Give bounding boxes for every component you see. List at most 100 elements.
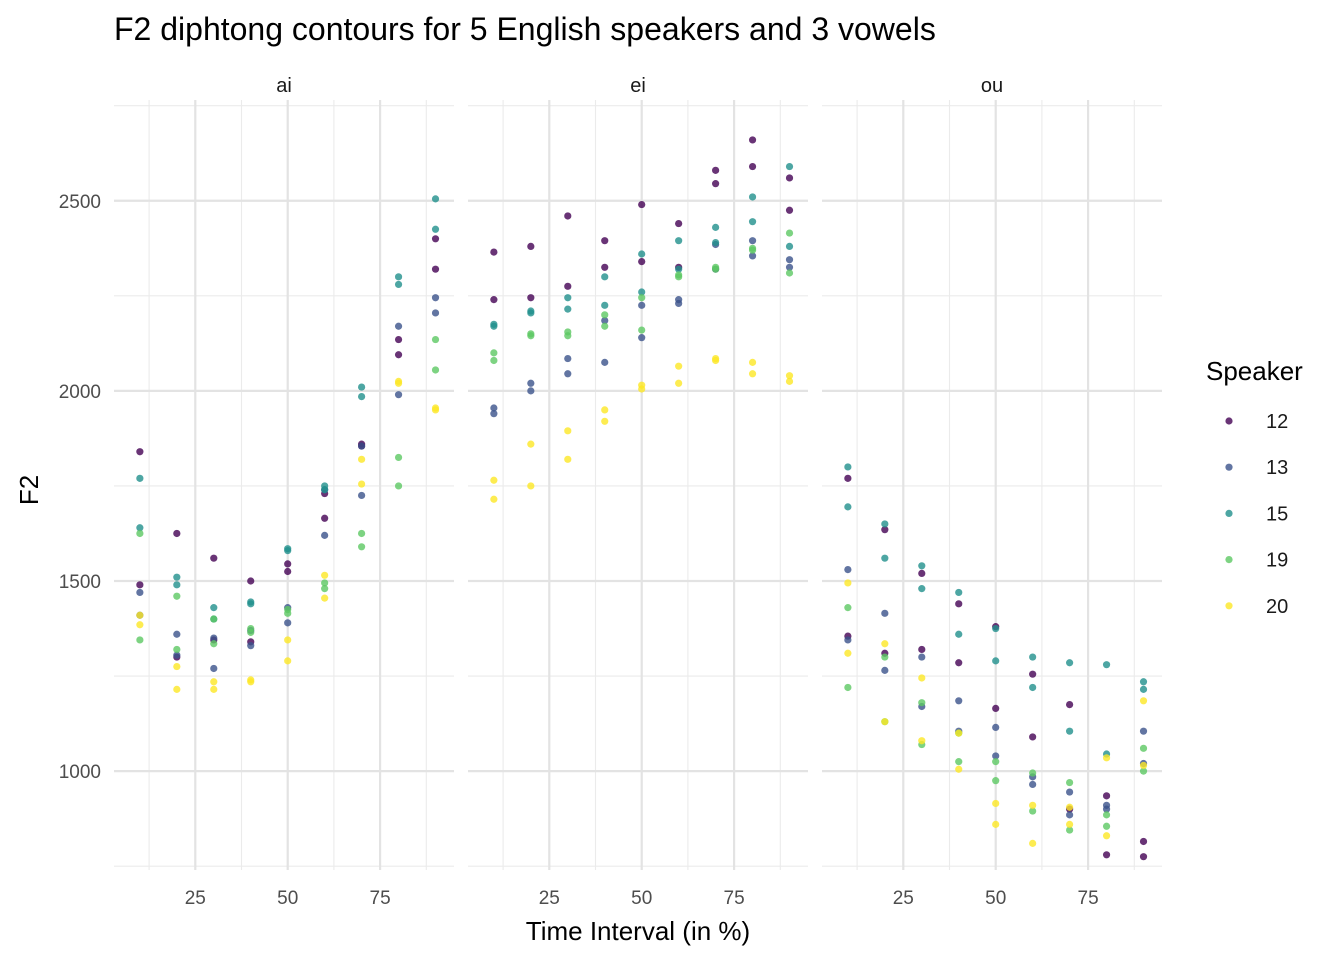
data-point xyxy=(712,238,720,247)
data-point xyxy=(785,174,794,182)
data-point xyxy=(918,645,926,654)
data-point xyxy=(490,404,498,412)
data-point xyxy=(431,265,440,273)
data-point xyxy=(1102,661,1111,669)
legend-label: 12 xyxy=(1266,411,1288,433)
data-point xyxy=(955,630,963,638)
data-point xyxy=(638,250,646,258)
data-point xyxy=(785,242,794,250)
data-point xyxy=(748,252,757,260)
legend-label: 15 xyxy=(1266,503,1288,525)
data-point xyxy=(785,256,794,264)
data-point xyxy=(1066,788,1074,796)
data-point xyxy=(431,225,440,233)
data-point xyxy=(1029,653,1037,661)
data-point xyxy=(394,482,403,490)
series-speaker-20 xyxy=(490,354,794,503)
data-point xyxy=(785,206,794,214)
data-point xyxy=(394,351,403,359)
data-point xyxy=(210,640,218,648)
data-point xyxy=(844,683,852,692)
data-point xyxy=(173,592,181,600)
data-point xyxy=(564,212,572,220)
data-point xyxy=(601,417,609,425)
data-point xyxy=(712,356,720,365)
data-point xyxy=(675,379,683,387)
data-point xyxy=(955,600,963,608)
legend-key xyxy=(1225,417,1233,425)
y-axis-title: F2 xyxy=(14,475,44,505)
data-point xyxy=(844,604,852,612)
x-tick-label: 25 xyxy=(539,888,560,909)
data-point xyxy=(136,636,144,644)
data-point xyxy=(785,162,794,171)
series-speaker-15 xyxy=(490,162,794,330)
data-point xyxy=(564,294,572,302)
data-point xyxy=(992,624,1000,633)
y-tick-label: 2500 xyxy=(59,192,101,213)
data-point xyxy=(1139,853,1148,861)
panel-ai: ai 25 50 75 xyxy=(114,75,454,909)
data-point xyxy=(785,269,794,277)
data-point xyxy=(785,377,794,385)
data-point xyxy=(136,581,144,589)
data-point xyxy=(247,600,255,608)
data-point xyxy=(173,573,181,581)
data-point xyxy=(748,358,757,366)
data-point xyxy=(564,354,572,363)
data-point xyxy=(321,514,329,522)
data-point xyxy=(881,718,889,726)
series-speaker-12 xyxy=(490,136,794,304)
data-point xyxy=(210,615,218,623)
data-point xyxy=(992,704,1000,712)
data-point xyxy=(173,645,181,654)
data-point xyxy=(564,282,572,290)
data-point xyxy=(284,560,292,568)
data-point xyxy=(1139,837,1148,846)
data-point xyxy=(844,649,852,657)
legend-key xyxy=(1225,556,1233,564)
data-point xyxy=(918,653,926,661)
data-point xyxy=(284,567,292,576)
data-point xyxy=(712,265,720,273)
data-point xyxy=(601,316,609,325)
data-point xyxy=(955,588,963,597)
data-point xyxy=(210,604,218,612)
series-speaker-20 xyxy=(136,377,440,693)
data-point xyxy=(564,332,572,340)
data-point xyxy=(527,332,535,340)
data-point xyxy=(431,366,440,374)
data-point xyxy=(431,309,440,317)
data-point xyxy=(1102,851,1111,859)
series-speaker-12 xyxy=(844,474,1148,861)
data-point xyxy=(1139,685,1148,693)
data-point xyxy=(844,636,852,644)
data-point xyxy=(992,657,1000,665)
data-point xyxy=(358,480,366,488)
data-point xyxy=(638,334,646,342)
data-point xyxy=(136,529,144,538)
data-point xyxy=(1029,683,1037,692)
data-point xyxy=(918,585,926,593)
x-tick-label: 25 xyxy=(893,888,914,909)
data-point xyxy=(844,474,852,482)
data-point xyxy=(210,554,218,562)
data-point xyxy=(136,588,144,597)
data-point xyxy=(1066,803,1074,811)
data-point xyxy=(1029,670,1037,678)
data-point xyxy=(638,301,646,309)
data-point xyxy=(675,362,683,370)
data-point xyxy=(881,554,889,562)
x-axis-title: Time Interval (in %) xyxy=(526,916,750,946)
data-point xyxy=(173,630,181,638)
data-point xyxy=(173,529,181,538)
data-point xyxy=(881,640,889,648)
data-point xyxy=(601,301,609,309)
x-tick-label: 25 xyxy=(185,888,206,909)
x-tick-label: 50 xyxy=(631,888,652,909)
data-point xyxy=(321,594,329,602)
data-point xyxy=(1066,700,1074,709)
data-point xyxy=(601,311,609,319)
data-point xyxy=(394,280,403,289)
data-point xyxy=(785,372,794,380)
